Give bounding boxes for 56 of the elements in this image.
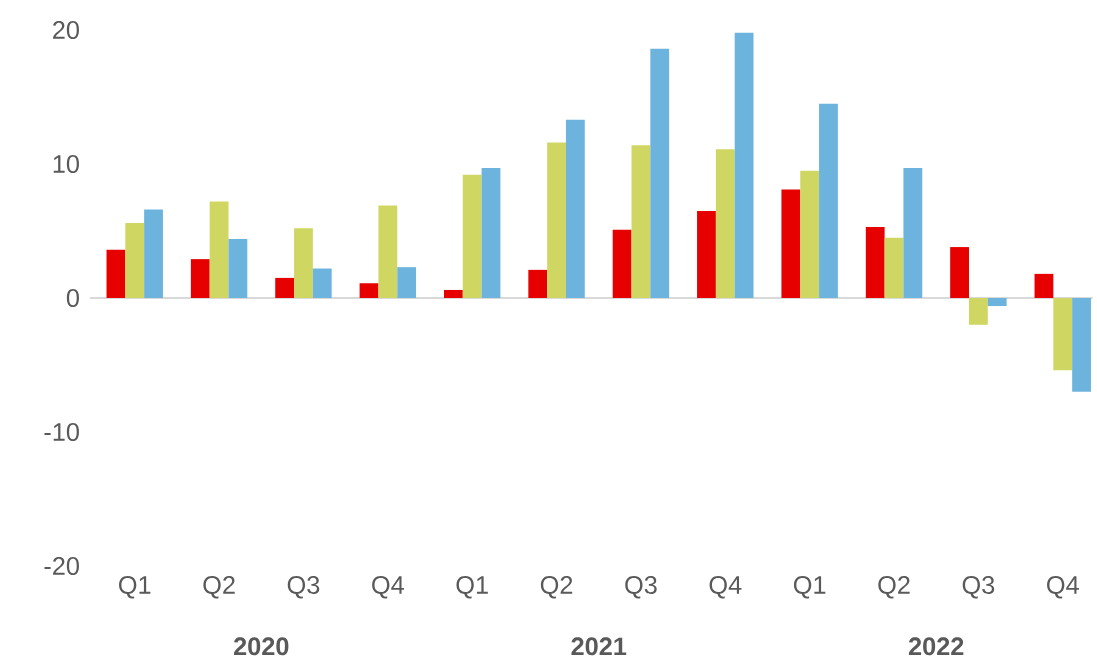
bar <box>565 119 585 298</box>
x-tick-label: Q3 <box>625 576 657 599</box>
bar <box>884 237 904 298</box>
bar <box>359 283 379 298</box>
x-tick-label: Q2 <box>878 576 910 599</box>
x-tick-label: Q1 <box>456 576 488 599</box>
bar <box>378 205 398 298</box>
bar <box>903 168 923 298</box>
bar <box>144 209 163 298</box>
bar <box>631 145 651 298</box>
x-tick-label: Q2 <box>540 576 573 599</box>
bar <box>950 247 969 298</box>
x-tick-label: Q1 <box>793 576 826 599</box>
bar <box>612 229 632 298</box>
y-tick-label: -20 <box>44 557 79 575</box>
y-tick-label: 20 <box>53 21 79 39</box>
bar <box>1053 298 1073 371</box>
bar <box>275 277 295 298</box>
bar <box>443 289 463 298</box>
bar <box>528 269 548 298</box>
bar <box>1072 298 1091 392</box>
x-tick-label: Q3 <box>287 576 320 599</box>
bar <box>819 103 838 298</box>
x-tick-label: Q4 <box>709 576 742 599</box>
bar <box>987 298 1007 307</box>
x-tick-label: Q4 <box>1047 576 1079 599</box>
bar <box>865 226 885 298</box>
y-tick-label: 10 <box>53 155 79 173</box>
bar <box>462 174 482 298</box>
bar <box>125 222 145 298</box>
bar <box>968 298 988 325</box>
bar <box>697 210 716 298</box>
bar <box>209 201 229 298</box>
bar <box>800 170 820 298</box>
bar <box>715 149 735 298</box>
bar <box>312 268 332 298</box>
x-tick-label: Q3 <box>962 576 995 599</box>
bar <box>650 48 670 298</box>
bar <box>397 267 417 298</box>
text: 2022 <box>908 637 964 656</box>
text: 2020 <box>233 637 289 656</box>
bar <box>481 168 501 298</box>
x-tick-label: Q2 <box>203 576 235 599</box>
x-tick-label: Q1 <box>119 576 151 599</box>
bar <box>781 189 801 298</box>
bar <box>734 32 754 298</box>
y-tick-label: -10 <box>44 423 79 441</box>
bar <box>106 249 126 298</box>
text: 2021 <box>571 637 627 656</box>
bar <box>547 142 566 298</box>
x-tick-label: Q4 <box>372 576 404 599</box>
bar <box>1034 273 1054 298</box>
bar <box>190 259 210 298</box>
bar <box>294 228 313 298</box>
bar <box>228 239 248 298</box>
y-tick-label: 0 <box>66 289 79 307</box>
